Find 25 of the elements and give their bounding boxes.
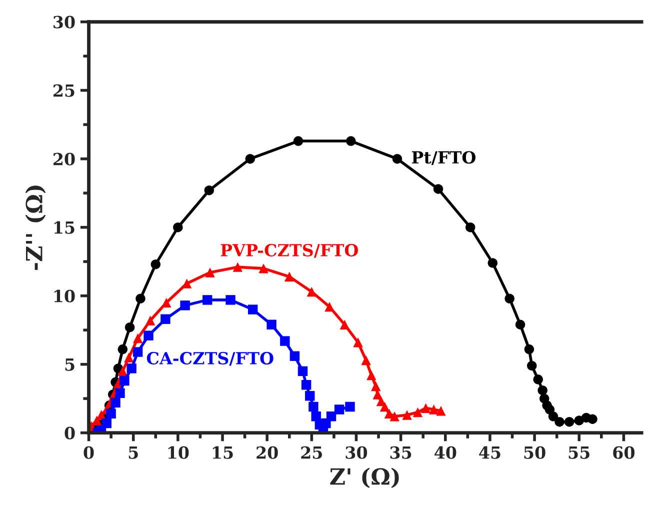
- x-tick-label: 30: [346, 446, 368, 459]
- x-tick-label: 40: [434, 446, 456, 459]
- x-tick-label: 25: [301, 446, 322, 459]
- y-tick-label: 0: [64, 426, 75, 440]
- x-tick-label: 60: [613, 446, 635, 459]
- y-tick-label: 15: [54, 221, 74, 234]
- series-label: PVP-CZTS/FTO: [220, 244, 358, 258]
- y-tick-label: 30: [54, 16, 75, 28]
- x-tick-label: 20: [256, 446, 278, 459]
- y-tick-label: 25: [54, 84, 74, 97]
- x-tick-label: 50: [524, 446, 546, 459]
- x-tick-label: 10: [168, 446, 189, 459]
- y-tick-label: 5: [65, 358, 74, 371]
- y-tick-label: 20: [54, 152, 75, 166]
- x-tick-label: 5: [128, 446, 138, 459]
- y-tick-label: 10: [54, 290, 75, 302]
- x-tick-label: 55: [568, 446, 590, 459]
- x-tick-label: 15: [212, 446, 233, 459]
- y-axis-title: -Z'' (Ω): [25, 186, 46, 270]
- x-tick-label: 45: [479, 446, 500, 459]
- x-tick-label: 35: [390, 446, 412, 459]
- series-label: CA-CZTS/FTO: [146, 352, 274, 366]
- x-tick-label: 0: [84, 446, 94, 459]
- x-axis-title: Z' (Ω): [330, 468, 399, 488]
- series-label: Pt/FTO: [412, 151, 476, 165]
